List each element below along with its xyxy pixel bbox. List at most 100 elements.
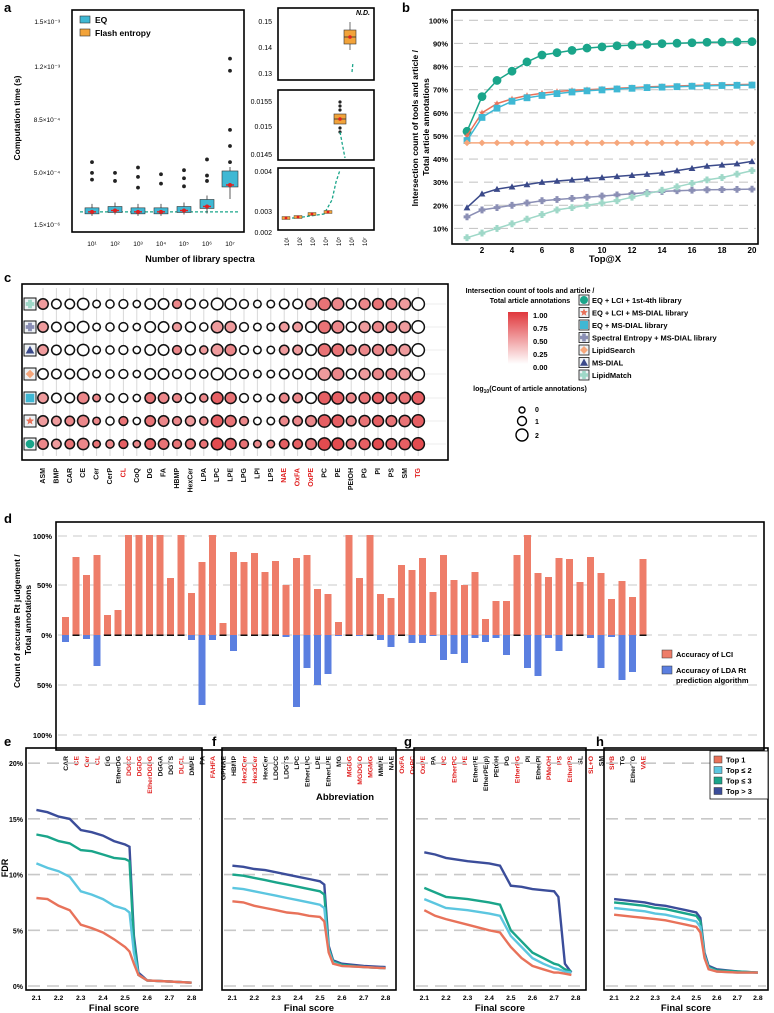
panel-c-category-label: SM [402,468,409,479]
panel-c-dot [278,344,290,356]
panel-c-category-label: PEtOH [348,468,355,490]
panel-d-lci-bar [492,601,500,635]
panel-a-outlier [205,179,209,183]
panel-d-lci-bar [167,578,174,635]
panel-b-point [733,185,741,193]
panel-efgh-xtick: 2.7 [733,995,743,1002]
panel-c-dot [292,368,304,380]
panel-efgh-xtick: 2.1 [420,995,430,1002]
panel-d-category-label: CE [74,756,81,766]
panel-d-zero-mark [639,634,647,636]
panel-c-dot [317,437,332,451]
panel-b-point [553,139,561,147]
panel-c-dot [317,414,332,428]
panel-d-lda-bar [524,635,531,668]
legend-lda-line2: prediction algorithm [676,676,749,685]
panel-c-dot [292,415,304,427]
panel-c-row-marker [25,299,35,309]
colorbar-title-line2: Total article annotations [490,298,570,305]
panel-d-lci-bar [513,555,521,635]
panel-a-outlier [136,165,140,170]
inset-1-ytick: 0.13 [258,71,272,78]
panel-a-xtick: 10¹ [87,241,97,248]
panel-b-point [463,234,471,242]
panel-c-dot [210,343,224,357]
panel-c-dot [171,415,183,427]
panel-c-dot [76,343,90,357]
panel-d-category-label: OxPC [410,756,417,775]
panel-d-zero-mark [513,634,521,636]
panel-b-point [688,164,696,172]
panel-c-dot [398,391,412,405]
panel-c-dot [304,437,318,451]
panel-c-dot [371,437,385,451]
panel-c-dot [304,391,318,405]
panel-b-point [568,204,576,212]
panel-b-point [643,139,651,147]
panel-d-lci-bar [335,622,342,635]
panel-b-point [733,81,741,89]
panel-b-point [478,114,486,121]
panel-d-lci-bar [324,594,332,635]
panel-c-dot [398,437,412,451]
panel-c-dot [292,321,304,333]
panel-c-category-label: CL [120,467,127,477]
panel-c-dot [398,320,412,334]
panel-h-legend-swatch [713,755,723,764]
panel-b-point [478,190,486,197]
inset-2-frame [277,89,375,161]
panel-d-category-label: Hex3Cer [252,756,259,784]
panel-b-grid: 10% 20% 30% 40% 50% 60% 70% 80% 90% 100% 2 4 6 8 10 12 1… [429,16,757,255]
panel-d-zero-mark [125,634,132,636]
panel-d-category-label: MGDG [347,756,354,777]
panel-c-dot [64,392,76,404]
panel-c-dot [371,320,385,334]
panel-c-dot [278,415,290,427]
panel-efgh-xtick: 2.1 [228,995,238,1002]
panel-c-category-label: NAE [281,468,288,483]
panel-c-dot [76,320,90,334]
panel-c-dot [64,321,76,333]
panel-d-lci-bar [282,585,290,635]
panel-c-category-label: CAR [67,468,74,483]
panel-c-dot [292,392,304,404]
panel-d-category-label: DGTS [168,756,175,775]
panel-b-point [523,199,531,207]
panel-d-lci-bar [104,615,111,635]
panel-c-dot [266,345,276,355]
panel-efgh-series-line [35,862,192,984]
panel-d-category-label: EtherLPE [326,756,333,787]
size-legend-tick: 0 [535,407,539,414]
panel-d-lda-bar [387,635,395,647]
panel-d-lci-bar [618,581,626,635]
panel-b-point [508,139,516,147]
panel-a-insets [281,22,357,220]
panel-c-row-marker [25,416,35,425]
panel-b-point [478,229,486,237]
panel-b-point [493,204,501,212]
panel-c-dot [37,344,49,356]
panel-c-legend-marker [580,358,588,366]
panel-d-category-label: TG [620,756,627,765]
panel-c-category-label: PE [335,468,342,478]
panel-d-lda-bar [83,635,90,639]
panel-d-lci-bar [303,555,311,635]
panel-b-ytick: 40% [433,155,448,164]
panel-c-dot [210,437,224,451]
panel-c-dot [345,415,357,427]
panel-a-median-dot [90,209,94,214]
inset-3-mean [310,212,314,216]
panel-efgh-xtick: 2.2 [54,995,64,1002]
panel-d-ytick: 100% [33,532,53,541]
panel-b-point [583,201,591,209]
panel-d-lda-bar [503,635,510,655]
panel-c-dot [171,392,183,404]
panel-d-category-label: DG [105,756,112,766]
panel-c-legend-label: EQ + LCI + 1st-4th library [592,296,682,305]
panel-c-dot [238,438,250,450]
size-legend-circle [516,415,528,427]
panel-d-lda-bar [230,635,237,651]
panel-d-zero-mark [156,634,164,636]
panel-c-dot [371,297,385,311]
inset-2-outlier [338,100,342,104]
